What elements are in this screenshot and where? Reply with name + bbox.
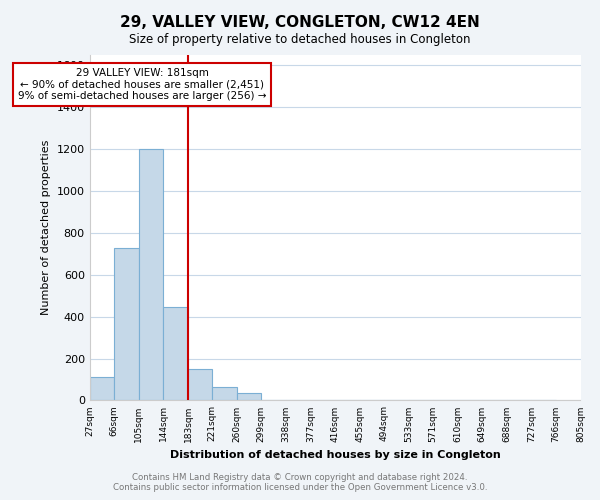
Bar — [163, 308, 188, 400]
Bar — [188, 369, 212, 400]
Bar — [114, 248, 139, 400]
X-axis label: Distribution of detached houses by size in Congleton: Distribution of detached houses by size … — [170, 450, 500, 460]
Bar — [139, 149, 163, 401]
Bar — [89, 378, 114, 400]
Text: 29, VALLEY VIEW, CONGLETON, CW12 4EN: 29, VALLEY VIEW, CONGLETON, CW12 4EN — [120, 15, 480, 30]
Text: 29 VALLEY VIEW: 181sqm
← 90% of detached houses are smaller (2,451)
9% of semi-d: 29 VALLEY VIEW: 181sqm ← 90% of detached… — [18, 68, 266, 101]
Bar — [212, 387, 236, 400]
Text: Size of property relative to detached houses in Congleton: Size of property relative to detached ho… — [129, 32, 471, 46]
Y-axis label: Number of detached properties: Number of detached properties — [41, 140, 51, 316]
Text: Contains HM Land Registry data © Crown copyright and database right 2024.
Contai: Contains HM Land Registry data © Crown c… — [113, 473, 487, 492]
Bar — [236, 393, 261, 400]
